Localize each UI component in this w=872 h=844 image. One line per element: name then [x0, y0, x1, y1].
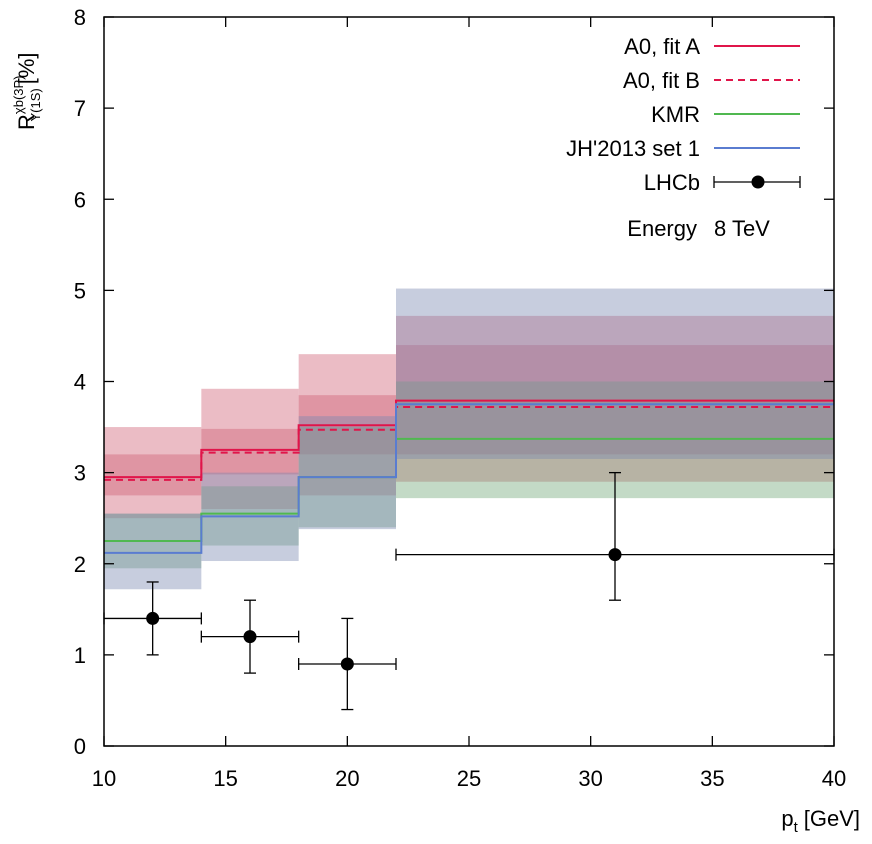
- legend-label-jh-2013-set-1: JH'2013 set 1: [566, 136, 700, 161]
- a0-fit-a-band-outer-3: [396, 315, 834, 482]
- lhcb-point-1: [200, 599, 300, 674]
- legend-label-lhcb: LHCb: [644, 170, 700, 195]
- x-tick-label-10: 10: [92, 766, 116, 791]
- legend: A0, fit A A0, fit B KMR JH'2013 set 1 LHCb: [566, 34, 801, 195]
- lhcb-point-0: [103, 581, 202, 656]
- x-tick-label-35: 35: [700, 766, 724, 791]
- lhcb-point-2: [298, 617, 397, 711]
- a0-fit-a-band-inner-0: [104, 454, 202, 496]
- jh-2013-set-1-band-outer-2: [298, 416, 396, 530]
- lhcb-marker-2: [340, 657, 354, 671]
- legend-label-a0-fit-a: A0, fit A: [624, 34, 700, 59]
- lhcb-marker-0: [146, 611, 160, 625]
- jh-2013-set-1-step-line: [104, 403, 834, 554]
- y-tick-label-1: 1: [74, 643, 86, 668]
- x-tick-label-20: 20: [335, 766, 359, 791]
- legend-label-kmr: KMR: [651, 102, 700, 127]
- jh-2013-set-1-band-outer-0: [104, 513, 202, 590]
- legend-swatch-lhcb-marker: [751, 175, 765, 189]
- legend-label-a0-fit-b: A0, fit B: [623, 68, 700, 93]
- y-tick-label-8: 8: [74, 5, 86, 30]
- lhcb-point-3: [395, 471, 835, 601]
- x-tick-label-25: 25: [457, 766, 481, 791]
- uncertainty-bands: [104, 288, 834, 590]
- energy-label: Energy: [627, 216, 697, 241]
- y-tick-label-6: 6: [74, 187, 86, 212]
- energy-value: 8 TeV: [714, 216, 770, 241]
- axis-ticks: 10 15 20 25 30 35 40 0 1 2 3 4 5 6 7 8: [74, 5, 846, 791]
- x-tick-label-40: 40: [822, 766, 846, 791]
- series-lines: [104, 399, 834, 554]
- y-tick-label-3: 3: [74, 461, 86, 486]
- y-tick-label-0: 0: [74, 734, 86, 759]
- y-tick-label-4: 4: [74, 370, 86, 395]
- x-tick-label-15: 15: [213, 766, 237, 791]
- x-axis-label: pt [GeV]: [781, 806, 860, 836]
- y-tick-label-5: 5: [74, 278, 86, 303]
- jh-2013-set-1-band-outer-3: [396, 288, 834, 459]
- y-tick-label-2: 2: [74, 552, 86, 577]
- a0-fit-a-band-outer-0: [104, 427, 202, 519]
- x-tick-label-30: 30: [578, 766, 602, 791]
- lhcb-marker-3: [608, 548, 622, 562]
- y-axis-label: Rχb(3P) Υ(1S)[%]: [11, 52, 43, 130]
- y-tick-label-7: 7: [74, 96, 86, 121]
- lhcb-points: [103, 471, 835, 711]
- lhcb-marker-1: [243, 630, 257, 644]
